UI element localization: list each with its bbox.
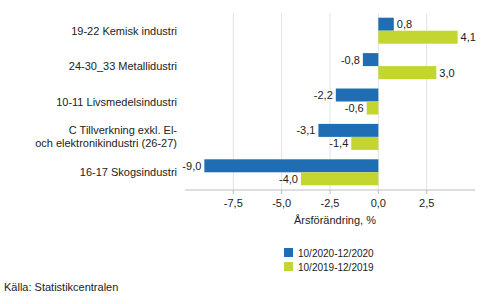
- category-label-line: 16-17 Skogsindustri: [80, 166, 177, 178]
- data-label: 3,0: [439, 67, 454, 79]
- data-label: -3,1: [296, 124, 315, 136]
- bar: [204, 159, 378, 172]
- data-labels: 0,8 4,1 -0,8 3,0 -2,2 -0,6 -3,1 -1,4 -9,0 -4,0: [182, 18, 476, 185]
- bar: [336, 89, 379, 102]
- legend-label: 10/2019-12/2019: [298, 262, 374, 273]
- category-label: 19-22 Kemisk industri: [71, 25, 177, 37]
- axis-title: Årsförändring, %: [294, 214, 376, 226]
- data-label: -2,2: [314, 89, 333, 101]
- category-label: 10-11 Livsmedelsindustri: [56, 96, 177, 108]
- source: Källa: Statistikcentralen: [4, 281, 118, 293]
- chart: -7,5 -5,0 -2,5 0,0 2,5 0,8 4,1 -0,8 3,0 -2,2 -0,6 -…: [0, 0, 493, 304]
- category-label: C Tillverkning exkl. El-och elektronikin…: [35, 124, 177, 149]
- category-label: 16-17 Skogsindustri: [80, 166, 177, 178]
- x-axis: [185, 190, 475, 191]
- tick-mark: [233, 190, 234, 194]
- bar: [378, 18, 393, 31]
- category-label: 24-30_33 Metallidustri: [69, 60, 177, 72]
- tick-label: -7,5: [224, 197, 243, 209]
- tick-label: -2,5: [321, 197, 340, 209]
- tick-label: -5,0: [272, 197, 291, 209]
- data-label: -4,0: [279, 173, 298, 185]
- bar: [318, 124, 378, 137]
- data-label: -9,0: [182, 160, 201, 172]
- bar: [301, 172, 378, 185]
- tick-mark: [378, 190, 379, 194]
- legend-label: 10/2020-12/2020: [298, 248, 374, 259]
- category-label-line: C Tillverkning exkl. El-: [69, 124, 178, 136]
- data-label: -0,8: [341, 54, 360, 66]
- category-label-line: och elektronikindustri (26-27): [35, 137, 177, 149]
- bar: [378, 31, 457, 44]
- tick-label: 0,0: [371, 197, 386, 209]
- bar: [363, 53, 378, 66]
- data-label: 0,8: [397, 18, 412, 30]
- tick-label: 2,5: [419, 197, 434, 209]
- tick-mark: [281, 190, 282, 194]
- data-label: -1,4: [329, 137, 348, 149]
- category-label-line: 10-11 Livsmedelsindustri: [56, 96, 177, 108]
- data-label: -0,6: [345, 102, 364, 114]
- category-label-line: 19-22 Kemisk industri: [71, 25, 177, 37]
- data-label: 4,1: [461, 31, 476, 43]
- bar: [378, 66, 436, 79]
- tick-mark: [426, 190, 427, 194]
- tick-mark: [330, 190, 331, 194]
- legend-swatch: [284, 248, 293, 257]
- bar: [367, 102, 379, 115]
- bar: [351, 137, 378, 150]
- legend-swatch: [284, 262, 293, 271]
- category-label-line: 24-30_33 Metallidustri: [69, 60, 177, 72]
- bars: [204, 18, 457, 186]
